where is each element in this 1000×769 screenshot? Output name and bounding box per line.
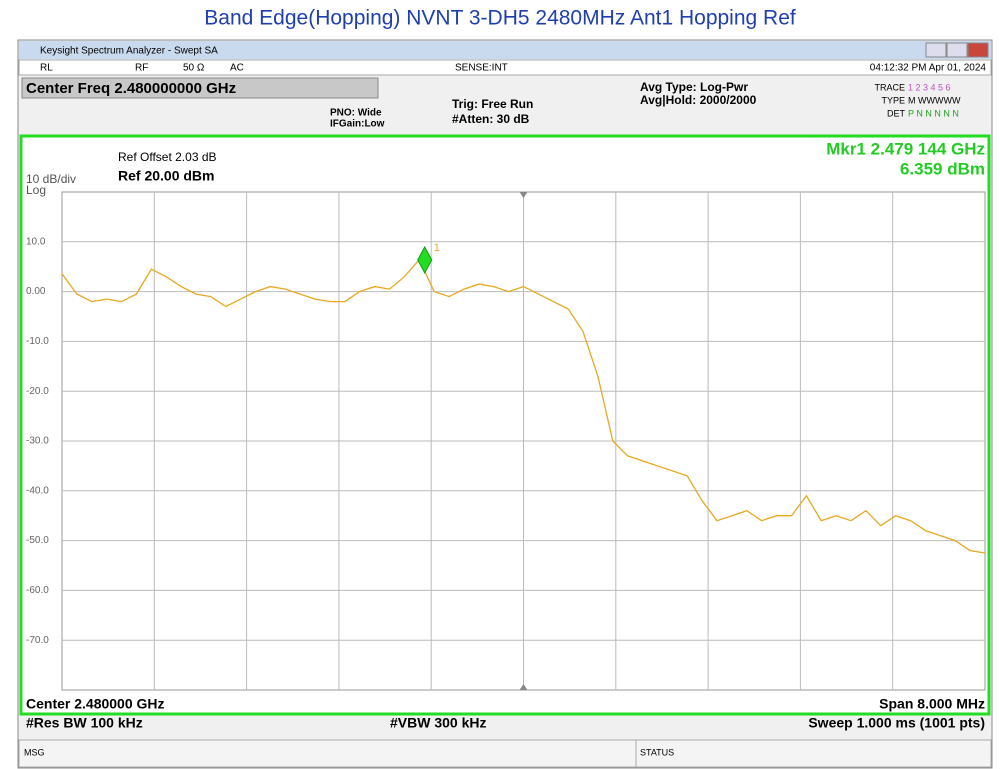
atten: #Atten: 30 dB	[452, 112, 530, 126]
y-tick-label: 10.0	[26, 236, 46, 247]
y-tick-label: -70.0	[26, 635, 49, 646]
footer-span: Span 8.000 MHz	[879, 696, 985, 712]
coupling: AC	[230, 63, 244, 74]
type-list: M WWWWW	[908, 95, 961, 105]
log: Log	[26, 183, 46, 197]
avg-type: Avg Type: Log-Pwr	[640, 80, 748, 94]
maximize-button[interactable]	[946, 42, 968, 58]
y-tick-label: -10.0	[26, 336, 49, 347]
close-button[interactable]	[967, 42, 989, 58]
marker-frequency: Mkr1 2.479 144 GHz	[826, 139, 985, 158]
rl: RL	[40, 63, 53, 74]
det-list: P N N N N N	[908, 108, 959, 118]
det-label: DET	[887, 108, 906, 118]
sense: SENSE:INT	[455, 63, 508, 74]
impedance: 50 Ω	[183, 63, 205, 74]
status-row	[18, 59, 992, 76]
trace-list: 1 2 3 4 5 6	[908, 82, 951, 92]
page-title: Band Edge(Hopping) NVNT 3-DH5 2480MHz An…	[204, 7, 796, 30]
footer-sweep: Sweep 1.000 ms (1001 pts)	[808, 715, 985, 731]
marker-amplitude: 6.359 dBm	[900, 159, 985, 178]
y-tick-label: -60.0	[26, 585, 49, 596]
pno: PNO: Wide	[330, 108, 382, 119]
ref-offset: Ref Offset 2.03 dB	[118, 150, 217, 164]
footer-rbw: #Res BW 100 kHz	[26, 715, 143, 731]
y-tick-label: -50.0	[26, 535, 49, 546]
center-indicator-bottom	[519, 684, 528, 690]
footer-vbw: #VBW 300 kHz	[390, 715, 486, 731]
message-bar	[18, 739, 992, 768]
minimize-button[interactable]	[925, 42, 947, 58]
marker	[417, 245, 433, 274]
window-title: Keysight Spectrum Analyzer - Swept SA	[40, 46, 218, 57]
trig: Trig: Free Run	[452, 97, 533, 111]
y-tick-label: -30.0	[26, 436, 49, 447]
center-freq: Center Freq 2.480000000 GHz	[26, 80, 236, 97]
trace-label: TRACE	[874, 82, 905, 92]
ref-level: Ref 20.00 dBm	[118, 168, 214, 184]
marker-name: 1	[434, 242, 440, 254]
center-freq-box[interactable]	[21, 77, 379, 99]
avg-hold: Avg|Hold: 2000/2000	[640, 93, 757, 107]
footer-center: Center 2.480000 GHz	[26, 696, 165, 712]
y-tick-label: 0.00	[26, 286, 46, 297]
y-tick-label: -20.0	[26, 386, 49, 397]
msg: MSG	[24, 747, 45, 757]
center-indicator-top	[519, 192, 528, 198]
scale: 10 dB/div	[26, 172, 76, 186]
y-tick-label: -40.0	[26, 485, 49, 496]
status: STATUS	[640, 747, 674, 757]
type-label: TYPE	[881, 95, 905, 105]
ifgain: IFGain:Low	[330, 119, 385, 130]
trace	[61, 258, 986, 554]
datetime: 04:12:32 PM Apr 01, 2024	[870, 63, 987, 74]
rf: RF	[135, 63, 148, 74]
title-bar	[19, 41, 991, 59]
display	[19, 134, 991, 716]
